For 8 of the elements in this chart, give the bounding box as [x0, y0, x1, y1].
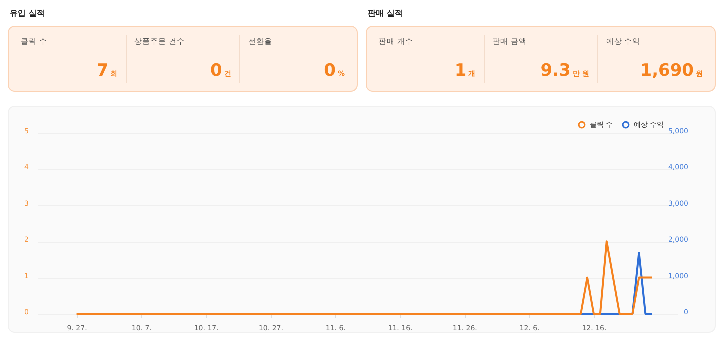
text: 9.3	[540, 61, 571, 81]
text: 1,690	[640, 61, 694, 81]
text: 1	[454, 61, 467, 81]
text: 0	[324, 61, 336, 81]
text: 판매 실적	[368, 8, 404, 20]
text: 0	[210, 61, 222, 81]
text: 유입 실적	[10, 8, 46, 20]
text: 7	[96, 61, 109, 81]
